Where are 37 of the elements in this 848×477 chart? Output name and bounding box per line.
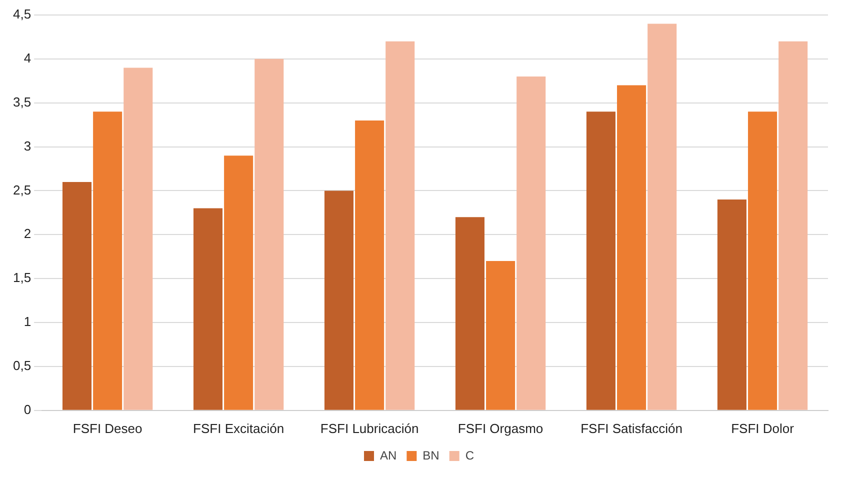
bar	[254, 58, 284, 410]
bar	[193, 208, 223, 410]
legend-label: C	[465, 448, 474, 462]
bar	[355, 120, 384, 410]
bar	[778, 41, 808, 410]
y-tick-label: 0	[24, 402, 32, 417]
bar	[455, 217, 484, 410]
x-tick-label: FSFI Deseo	[72, 420, 142, 436]
bar	[386, 41, 415, 410]
bar	[124, 68, 153, 410]
bar	[324, 190, 354, 410]
x-tick-label: FSFI Orgasmo	[458, 420, 544, 436]
y-tick-label: 1	[24, 314, 32, 330]
legend-label: BN	[422, 448, 440, 462]
bar	[93, 112, 122, 410]
y-tick-label: 4,5	[12, 6, 32, 22]
y-tick-label: 0,5	[12, 358, 32, 374]
bar	[617, 85, 646, 410]
y-tick-label: 2	[24, 226, 32, 242]
y-tick-label: 3	[24, 138, 32, 154]
y-tick-label: 4	[24, 50, 32, 66]
bar	[648, 24, 677, 410]
y-tick-label: 2,5	[12, 182, 32, 198]
x-tick-label: FSFI Satisfacción	[580, 420, 682, 436]
y-tick-label: 1,5	[12, 270, 32, 286]
legend-label: AN	[380, 448, 397, 462]
bar	[717, 200, 746, 410]
bar	[516, 76, 546, 410]
y-tick-label: 3,5	[12, 94, 32, 110]
bar	[486, 261, 516, 410]
bar	[586, 112, 616, 410]
x-tick-label: FSFI Excitación	[193, 420, 284, 436]
x-tick-label: FSFI Dolor	[731, 420, 795, 436]
bar	[748, 112, 778, 410]
bar	[224, 156, 254, 410]
x-tick-label: FSFI Lubricación	[320, 420, 419, 436]
bar	[62, 182, 92, 410]
